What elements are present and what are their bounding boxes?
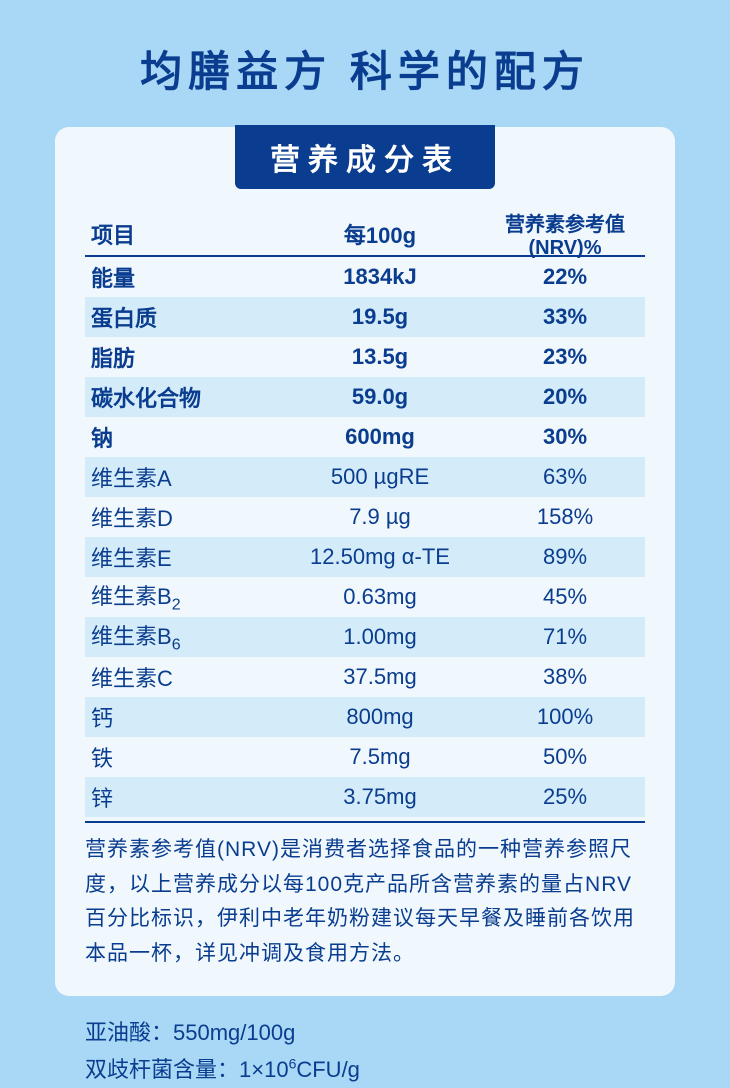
- cell-per100g: 59.0g: [275, 384, 485, 410]
- cell-nrv: 22%: [485, 264, 645, 290]
- footer-line-2: 双歧杆菌含量：1×106CFU/g: [85, 1051, 675, 1088]
- cell-per100g: 12.50mg α-TE: [275, 544, 485, 570]
- cell-per100g: 13.5g: [275, 344, 485, 370]
- table-row: 维生素B61.00mg71%: [85, 617, 645, 657]
- cell-nrv: 33%: [485, 304, 645, 330]
- table-row: 钙800mg100%: [85, 697, 645, 737]
- cell-nrv: 30%: [485, 424, 645, 450]
- cell-nrv: 50%: [485, 744, 645, 770]
- nutrition-table: 项目 每100g 营养素参考值(NRV)% 能量1834kJ22%蛋白质19.5…: [85, 213, 645, 817]
- table-row: 维生素B20.63mg45%: [85, 577, 645, 617]
- cell-nrv: 38%: [485, 664, 645, 690]
- cell-per100g: 800mg: [275, 704, 485, 730]
- page-title: 均膳益方 科学的配方: [0, 0, 730, 127]
- table-row: 铁7.5mg50%: [85, 737, 645, 777]
- footer-line-1: 亚油酸：550mg/100g: [85, 1014, 675, 1051]
- cell-per100g: 1834kJ: [275, 264, 485, 290]
- cell-item: 维生素A: [85, 461, 275, 493]
- cell-item: 蛋白质: [85, 301, 275, 333]
- table-title-band: 营养成分表: [235, 125, 495, 189]
- cell-per100g: 500 µgRE: [275, 464, 485, 490]
- cell-nrv: 71%: [485, 624, 645, 650]
- table-row: 锌3.75mg25%: [85, 777, 645, 817]
- table-row: 能量1834kJ22%: [85, 257, 645, 297]
- cell-item: 能量: [85, 261, 275, 293]
- cell-per100g: 600mg: [275, 424, 485, 450]
- cell-nrv: 20%: [485, 384, 645, 410]
- cell-per100g: 0.63mg: [275, 584, 485, 610]
- table-row: 维生素C37.5mg38%: [85, 657, 645, 697]
- cell-item: 脂肪: [85, 341, 275, 373]
- table-header-row: 项目 每100g 营养素参考值(NRV)%: [85, 213, 645, 257]
- cell-item: 维生素C: [85, 661, 275, 693]
- nutrition-card: 营养成分表 项目 每100g 营养素参考值(NRV)% 能量1834kJ22%蛋…: [55, 127, 675, 996]
- cell-item: 钠: [85, 421, 275, 453]
- cell-item: 锌: [85, 781, 275, 813]
- cell-nrv: 89%: [485, 544, 645, 570]
- cell-item: 维生素B6: [85, 619, 275, 654]
- cell-nrv: 63%: [485, 464, 645, 490]
- table-row: 碳水化合物59.0g20%: [85, 377, 645, 417]
- cell-per100g: 19.5g: [275, 304, 485, 330]
- cell-nrv: 25%: [485, 784, 645, 810]
- cell-per100g: 7.5mg: [275, 744, 485, 770]
- nrv-note: 营养素参考值(NRV)是消费者选择食品的一种营养参照尺度，以上营养成分以每100…: [85, 833, 645, 972]
- cell-nrv: 158%: [485, 504, 645, 530]
- cell-per100g: 3.75mg: [275, 784, 485, 810]
- cell-item: 维生素E: [85, 541, 275, 573]
- table-row: 维生素D7.9 µg158%: [85, 497, 645, 537]
- header-per100g: 每100g: [275, 218, 485, 250]
- cell-nrv: 100%: [485, 704, 645, 730]
- table-row: 维生素A500 µgRE63%: [85, 457, 645, 497]
- header-nrv: 营养素参考值(NRV)%: [485, 208, 645, 260]
- cell-item: 维生素B2: [85, 579, 275, 614]
- cell-nrv: 45%: [485, 584, 645, 610]
- table-row: 脂肪13.5g23%: [85, 337, 645, 377]
- footer-notes: 亚油酸：550mg/100g 双歧杆菌含量：1×106CFU/g: [55, 1014, 675, 1088]
- cell-per100g: 7.9 µg: [275, 504, 485, 530]
- cell-item: 碳水化合物: [85, 381, 275, 413]
- cell-per100g: 37.5mg: [275, 664, 485, 690]
- table-row: 蛋白质19.5g33%: [85, 297, 645, 337]
- cell-item: 钙: [85, 701, 275, 733]
- header-item: 项目: [85, 218, 275, 250]
- cell-item: 维生素D: [85, 501, 275, 533]
- table-row: 钠600mg30%: [85, 417, 645, 457]
- cell-nrv: 23%: [485, 344, 645, 370]
- cell-item: 铁: [85, 741, 275, 773]
- table-row: 维生素E12.50mg α-TE89%: [85, 537, 645, 577]
- cell-per100g: 1.00mg: [275, 624, 485, 650]
- table-bottom-divider: [85, 821, 645, 823]
